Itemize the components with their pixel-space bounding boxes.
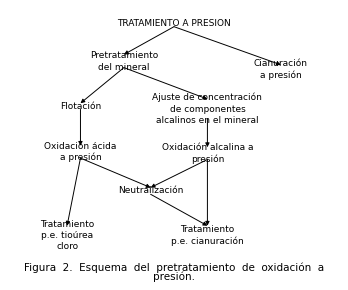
Text: Tratamiento
p.e. cianuración: Tratamiento p.e. cianuración (171, 225, 244, 246)
Text: TRATAMIENTO A PRESION: TRATAMIENTO A PRESION (117, 19, 231, 28)
Text: Oxidación alcalina a
presión: Oxidación alcalina a presión (162, 143, 253, 164)
Text: Oxidación ácida
a presión: Oxidación ácida a presión (44, 142, 117, 162)
Text: Ajuste de concentración
de componentes
alcalinos en el mineral: Ajuste de concentración de componentes a… (152, 93, 262, 125)
Text: Pretratamiento
del mineral: Pretratamiento del mineral (90, 51, 158, 72)
Text: Neutralización: Neutralización (118, 186, 183, 195)
Text: Cianuración
a presión: Cianuración a presión (254, 59, 308, 80)
Text: Figura  2.  Esquema  del  pretratamiento  de  oxidación  a: Figura 2. Esquema del pretratamiento de … (24, 262, 324, 273)
Text: presión.: presión. (153, 272, 195, 282)
Text: Tratamiento
p.e. tioúrea
cloro: Tratamiento p.e. tioúrea cloro (40, 220, 94, 251)
Text: Flotación: Flotación (60, 102, 101, 110)
